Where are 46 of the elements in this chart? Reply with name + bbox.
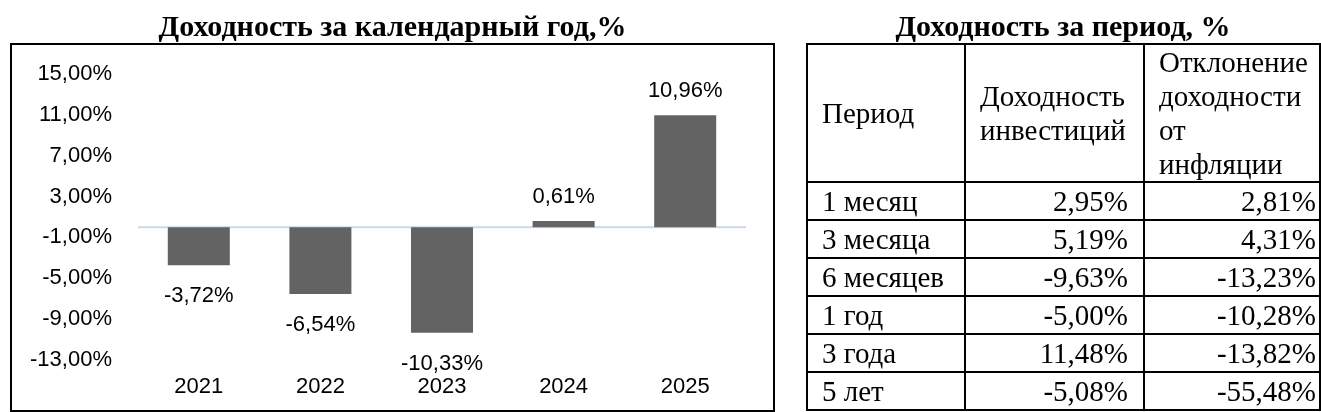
data-label: 4,31%: [1144, 220, 1320, 258]
text: Период: [807, 44, 965, 182]
data-label: 2,81%: [1144, 182, 1320, 220]
data-label: 5,19%: [965, 220, 1144, 258]
y-tick-label: 11,00%: [39, 100, 112, 126]
data-label: 0,61%: [532, 183, 595, 209]
y-tick-label: -1,00%: [42, 223, 112, 249]
data-label: -3,72%: [163, 282, 234, 308]
bar: [410, 227, 474, 333]
data-label: 10,96%: [647, 77, 723, 103]
data-label: 2,95%: [965, 182, 1144, 220]
bar: [654, 115, 717, 228]
y-tick-label: 3,00%: [49, 182, 112, 208]
text: Отклонение доходности от инфляции: [1144, 44, 1320, 182]
bar: [289, 227, 352, 295]
x-tick-label: 2024: [539, 373, 589, 399]
data-label: -9,63%: [965, 258, 1144, 296]
x-tick-label: 2022: [295, 373, 345, 399]
data-label: -13,82%: [1144, 334, 1320, 372]
y-tick-label: -9,00%: [42, 305, 112, 331]
x-tick-label: 2023: [417, 373, 467, 399]
bar: [167, 227, 230, 266]
bar: [532, 220, 595, 228]
category-label: 1 год: [807, 296, 965, 334]
category-label: 5 лет: [807, 372, 965, 410]
category-label: 3 месяца: [807, 220, 965, 258]
data-label: 11,48%: [965, 334, 1144, 372]
y-tick-label: -5,00%: [42, 264, 112, 290]
data-label: -5,08%: [965, 372, 1144, 410]
x-tick-label: 2021: [174, 373, 224, 399]
x-tick-label: 2025: [660, 373, 710, 399]
data-label: -5,00%: [965, 296, 1144, 334]
y-tick-label: -13,00%: [30, 346, 112, 372]
data-label: -13,23%: [1144, 258, 1320, 296]
y-tick-label: 15,00%: [37, 60, 112, 86]
data-label: -6,54%: [285, 311, 356, 337]
category-label: 3 года: [807, 334, 965, 372]
text: Доходность за период, %: [894, 8, 1232, 43]
data-label: -55,48%: [1144, 372, 1320, 410]
data-label: -10,33%: [401, 349, 483, 375]
text: Доходность инвестиций: [965, 44, 1144, 182]
category-label: 6 месяцев: [807, 258, 965, 296]
data-label: -10,28%: [1144, 296, 1320, 334]
y-tick-label: 7,00%: [49, 141, 112, 167]
category-label: 1 месяц: [807, 182, 965, 220]
chart-title: Доходность за календарный год,%: [157, 8, 628, 43]
